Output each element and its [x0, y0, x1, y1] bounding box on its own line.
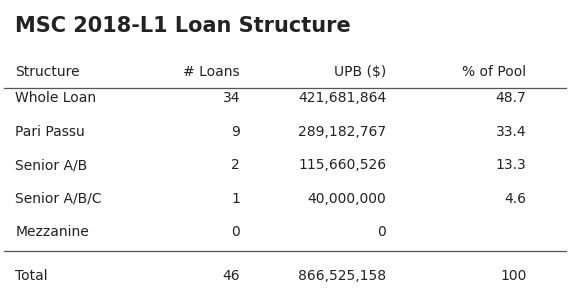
- Text: 289,182,767: 289,182,767: [298, 125, 386, 139]
- Text: Senior A/B/C: Senior A/B/C: [15, 192, 102, 206]
- Text: 421,681,864: 421,681,864: [298, 91, 386, 105]
- Text: Pari Passu: Pari Passu: [15, 125, 85, 139]
- Text: 115,660,526: 115,660,526: [298, 158, 386, 172]
- Text: Mezzanine: Mezzanine: [15, 225, 89, 239]
- Text: 100: 100: [500, 269, 527, 283]
- Text: 34: 34: [222, 91, 240, 105]
- Text: % of Pool: % of Pool: [462, 65, 527, 79]
- Text: 48.7: 48.7: [496, 91, 527, 105]
- Text: Total: Total: [15, 269, 48, 283]
- Text: 33.4: 33.4: [496, 125, 527, 139]
- Text: Whole Loan: Whole Loan: [15, 91, 96, 105]
- Text: 0: 0: [231, 225, 240, 239]
- Text: 4.6: 4.6: [504, 192, 527, 206]
- Text: 0: 0: [377, 225, 386, 239]
- Text: 866,525,158: 866,525,158: [298, 269, 386, 283]
- Text: MSC 2018-L1 Loan Structure: MSC 2018-L1 Loan Structure: [15, 16, 351, 36]
- Text: Structure: Structure: [15, 65, 80, 79]
- Text: UPB ($): UPB ($): [334, 65, 386, 79]
- Text: 9: 9: [231, 125, 240, 139]
- Text: 13.3: 13.3: [496, 158, 527, 172]
- Text: Senior A/B: Senior A/B: [15, 158, 88, 172]
- Text: 1: 1: [231, 192, 240, 206]
- Text: 2: 2: [231, 158, 240, 172]
- Text: 40,000,000: 40,000,000: [307, 192, 386, 206]
- Text: # Loans: # Loans: [184, 65, 240, 79]
- Text: 46: 46: [222, 269, 240, 283]
